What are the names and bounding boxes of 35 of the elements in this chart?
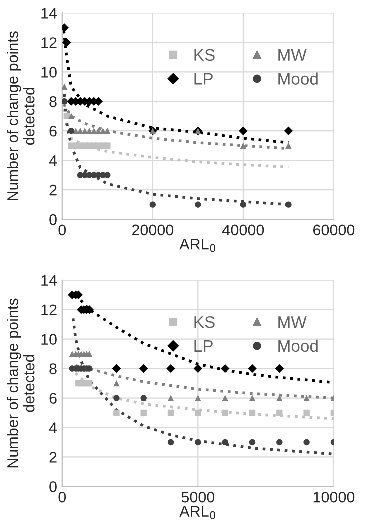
y-axis-title: Number of change points detected [7,32,35,200]
x-tick-label: 40000 [222,224,264,236]
y-tick-label: 12 [42,304,57,316]
y-axis-title: Number of change points detected [7,298,35,468]
x-tick-label: 0 [58,492,66,503]
y-tick-label: 0 [50,214,57,226]
x-axis-title: ARL$_{0}$ [180,239,216,252]
x-tick-label: 60000 [314,224,355,236]
y-tick-label: 6 [50,393,57,404]
y-tick-label: 0 [50,482,57,492]
y-tick-label: 8 [50,96,57,108]
legend-label: Mood [278,72,318,85]
x-tick-label: 5000 [182,492,215,503]
y-tick-label: 2 [50,452,57,463]
y-tick-label: 8 [50,364,57,374]
legend-label: MW [278,49,307,61]
legend-label: KS [194,49,215,62]
y-tick-label: 10 [42,334,57,345]
legend-label: LP [194,340,213,352]
legend-label: MW [278,316,307,328]
y-tick-label: 10 [42,67,57,78]
legend-label: KS [194,316,215,328]
x-tick-label: 20000 [132,224,174,236]
y-tick-label: 14 [42,8,58,19]
x-axis-title: ARL$_{0}$ [180,506,216,520]
legend-label: Mood [278,340,318,352]
y-tick-label: 6 [50,126,57,137]
y-tick-label: 2 [50,184,57,196]
y-tick-label: 12 [42,38,57,48]
x-tick-label: 0 [58,224,66,236]
y-tick-label: 14 [42,275,58,286]
x-tick-label: 10000 [314,492,355,503]
y-tick-label: 4 [49,156,58,166]
legend-label: LP [194,73,213,85]
y-tick-label: 4 [49,422,58,434]
